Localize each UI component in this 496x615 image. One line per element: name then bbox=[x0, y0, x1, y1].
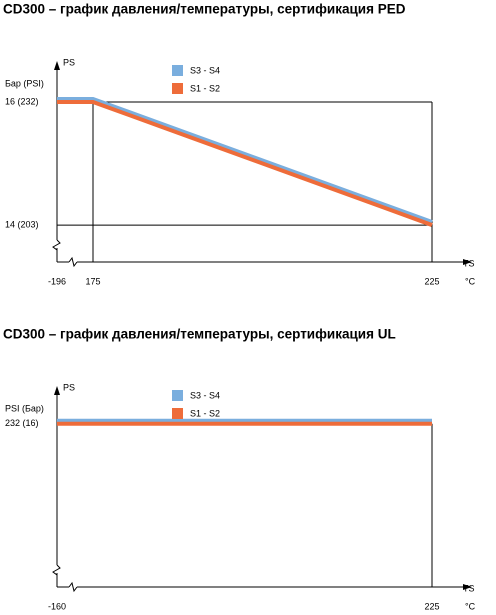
axis-break bbox=[68, 581, 78, 593]
x-unit-label: °C bbox=[465, 601, 476, 611]
axis-break bbox=[68, 256, 78, 268]
y-axis-arrow bbox=[54, 61, 60, 70]
x-axis-arrow bbox=[463, 584, 472, 590]
legend-swatch bbox=[172, 83, 183, 94]
x-axis-arrow bbox=[463, 259, 472, 265]
y-axis-label: PS bbox=[63, 57, 75, 67]
x-tick-label: 225 bbox=[424, 601, 439, 611]
series-line bbox=[57, 96, 433, 224]
x-unit-label: °C bbox=[465, 276, 476, 286]
x-tick-label: -160 bbox=[48, 601, 66, 611]
chart-title: CD300 – график давления/температуры, сер… bbox=[3, 2, 406, 17]
chart: CD300 – график давления/температуры, сер… bbox=[3, 2, 476, 287]
y-axis-label: PS bbox=[63, 382, 75, 392]
axis-break-gap bbox=[53, 240, 61, 248]
x-tick-label: 225 bbox=[424, 276, 439, 286]
legend-label: S3 - S4 bbox=[190, 65, 220, 75]
y-tick-label: 14 (203) bbox=[5, 219, 39, 229]
series-line bbox=[57, 99, 433, 227]
axis-break bbox=[52, 239, 61, 251]
legend-swatch bbox=[172, 408, 183, 419]
y-tick-label: 232 (16) bbox=[5, 418, 39, 428]
x-tick-label: -196 bbox=[48, 276, 66, 286]
x-axis-label: TS bbox=[463, 583, 475, 593]
x-tick-label: 175 bbox=[85, 276, 100, 286]
axis-break bbox=[52, 564, 61, 576]
chart: CD300 – график давления/температуры, сер… bbox=[3, 327, 476, 612]
y-unit-label: PSI (Бар) bbox=[5, 403, 44, 413]
x-axis-label: TS bbox=[463, 258, 475, 268]
legend-label: S1 - S2 bbox=[190, 83, 220, 93]
axis-break-gap bbox=[53, 565, 61, 573]
legend-swatch bbox=[172, 390, 183, 401]
y-unit-label: Бар (PSI) bbox=[5, 78, 44, 88]
y-tick-label: 16 (232) bbox=[5, 96, 39, 106]
chart-title: CD300 – график давления/температуры, сер… bbox=[3, 327, 396, 342]
legend-label: S1 - S2 bbox=[190, 408, 220, 418]
legend-label: S3 - S4 bbox=[190, 390, 220, 400]
legend-swatch bbox=[172, 65, 183, 76]
y-axis-arrow bbox=[54, 386, 60, 395]
